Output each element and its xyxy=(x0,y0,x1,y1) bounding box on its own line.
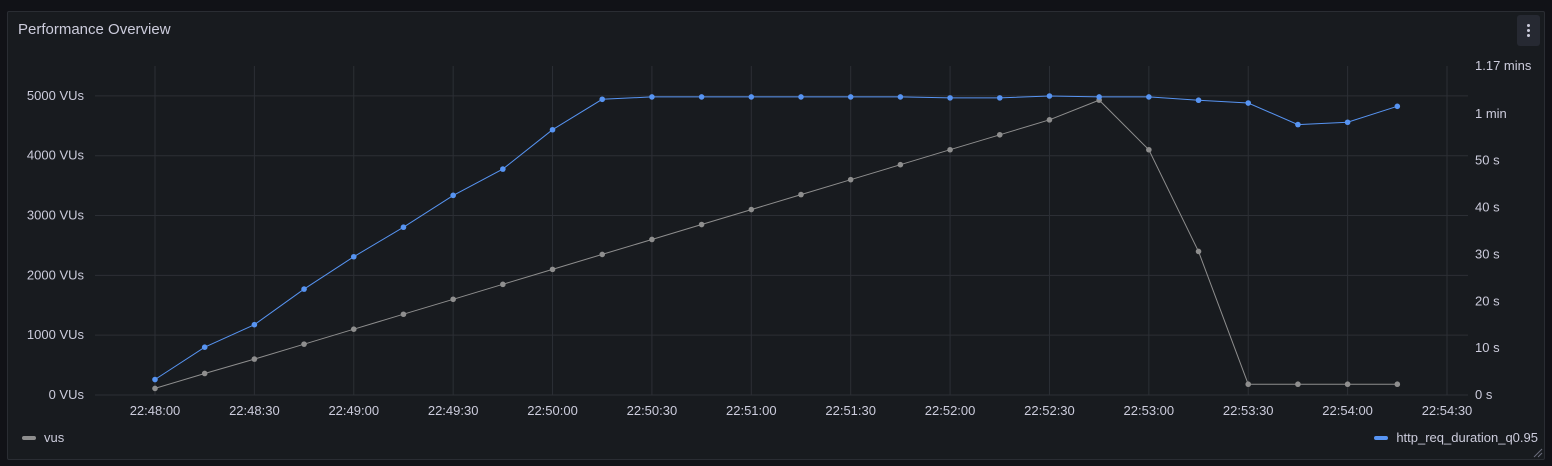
y-right-tick-label: 0 s xyxy=(1475,387,1493,402)
x-tick-label: 22:53:00 xyxy=(1124,403,1175,418)
data-point-vus xyxy=(996,131,1003,138)
x-tick-label: 22:49:00 xyxy=(328,403,379,418)
data-point-http-req-duration xyxy=(1146,94,1152,100)
data-point-vus xyxy=(251,356,258,362)
x-tick-label: 22:54:30 xyxy=(1422,403,1473,418)
data-point-vus xyxy=(599,251,606,258)
y-right-tick-label: 30 s xyxy=(1475,246,1500,261)
legend-label-vus: vus xyxy=(44,430,65,445)
legend-item-http-req-duration[interactable]: http_req_duration_q0.95 xyxy=(1374,430,1538,445)
x-tick-label: 22:48:00 xyxy=(130,403,181,418)
data-point-vus xyxy=(1046,117,1053,123)
data-point-http-req-duration xyxy=(400,224,407,231)
data-point-vus xyxy=(1146,146,1152,153)
data-point-http-req-duration xyxy=(847,94,854,100)
data-point-vus xyxy=(1295,381,1301,388)
legend-swatch-http-req-duration xyxy=(1374,435,1389,440)
y-right-tick-label: 10 s xyxy=(1475,340,1500,355)
y-left-tick-label: 5000 VUs xyxy=(27,88,85,103)
data-point-vus xyxy=(152,385,158,392)
data-point-http-req-duration xyxy=(1344,119,1351,126)
data-point-vus xyxy=(1344,381,1351,388)
data-point-http-req-duration xyxy=(798,94,804,100)
x-tick-label: 22:49:30 xyxy=(428,403,479,418)
x-tick-label: 22:51:00 xyxy=(726,403,777,418)
x-tick-label: 22:50:30 xyxy=(627,403,678,418)
data-point-http-req-duration xyxy=(1295,121,1301,128)
y-right-tick-label: 40 s xyxy=(1475,200,1500,215)
data-point-vus xyxy=(549,266,556,273)
data-point-http-req-duration xyxy=(152,376,158,383)
series-line-http-req-duration xyxy=(154,95,1398,380)
data-point-http-req-duration xyxy=(1046,93,1053,99)
y-left-tick-label: 2000 VUs xyxy=(27,267,85,282)
data-point-http-req-duration xyxy=(1096,94,1102,100)
data-point-vus xyxy=(649,236,655,243)
data-point-vus xyxy=(698,221,705,228)
data-point-http-req-duration xyxy=(698,94,705,100)
data-point-vus xyxy=(301,341,307,347)
y-right-tick-label: 20 s xyxy=(1475,293,1500,308)
x-tick-label: 22:53:30 xyxy=(1223,403,1274,418)
data-point-http-req-duration xyxy=(450,192,456,199)
resize-handle-icon[interactable] xyxy=(1531,446,1543,458)
data-point-vus xyxy=(350,326,357,333)
y-right-tick-label: 1 min xyxy=(1475,106,1507,121)
data-point-http-req-duration xyxy=(599,96,606,103)
panel-title: Performance Overview xyxy=(18,21,171,38)
x-tick-label: 22:52:00 xyxy=(925,403,976,418)
data-point-vus xyxy=(1245,381,1252,388)
data-point-http-req-duration xyxy=(251,321,258,328)
data-point-vus xyxy=(897,161,904,168)
data-point-http-req-duration xyxy=(1394,103,1401,110)
data-point-http-req-duration xyxy=(500,166,506,172)
data-point-http-req-duration xyxy=(996,95,1003,101)
data-point-vus xyxy=(1195,248,1202,255)
data-point-http-req-duration xyxy=(947,95,953,101)
data-point-http-req-duration xyxy=(748,94,755,100)
x-tick-label: 22:51:30 xyxy=(825,403,876,418)
legend-swatch-vus xyxy=(22,435,36,440)
y-left-tick-label: 1000 VUs xyxy=(27,327,85,342)
data-point-vus xyxy=(450,296,456,303)
data-point-http-req-duration xyxy=(1245,100,1252,106)
data-point-vus xyxy=(500,281,506,288)
legend-item-vus[interactable]: vus xyxy=(22,430,64,445)
y-left-tick-label: 0 VUs xyxy=(49,387,85,402)
x-tick-label: 22:54:00 xyxy=(1322,403,1373,418)
data-point-http-req-duration xyxy=(350,253,357,260)
y-left-tick-label: 3000 VUs xyxy=(27,208,85,223)
data-point-vus xyxy=(400,311,407,318)
vertical-dots-icon xyxy=(1527,24,1530,37)
x-tick-label: 22:52:30 xyxy=(1024,403,1075,418)
x-tick-label: 22:48:30 xyxy=(229,403,280,418)
data-point-vus xyxy=(947,146,953,153)
y-left-tick-label: 4000 VUs xyxy=(27,148,85,163)
panel-menu-button[interactable] xyxy=(1517,15,1540,46)
data-point-vus xyxy=(748,206,755,213)
data-point-vus xyxy=(1394,381,1401,388)
data-point-http-req-duration xyxy=(1195,97,1202,104)
x-tick-label: 22:50:00 xyxy=(527,403,578,418)
data-point-vus xyxy=(201,370,208,377)
data-point-http-req-duration xyxy=(649,94,655,100)
data-point-http-req-duration xyxy=(201,344,208,350)
data-point-http-req-duration xyxy=(549,126,556,133)
performance-overview-panel: Performance Overview xyxy=(7,11,1545,460)
data-point-http-req-duration xyxy=(301,286,307,292)
legend-label-http-req-duration: http_req_duration_q0.95 xyxy=(1396,430,1538,445)
series-line-vus xyxy=(154,99,1398,389)
data-point-http-req-duration xyxy=(897,94,904,100)
data-point-vus xyxy=(798,191,804,198)
y-right-tick-label: 1.17 mins xyxy=(1475,58,1532,73)
data-point-vus xyxy=(847,176,854,183)
y-right-tick-label: 50 s xyxy=(1475,153,1500,168)
